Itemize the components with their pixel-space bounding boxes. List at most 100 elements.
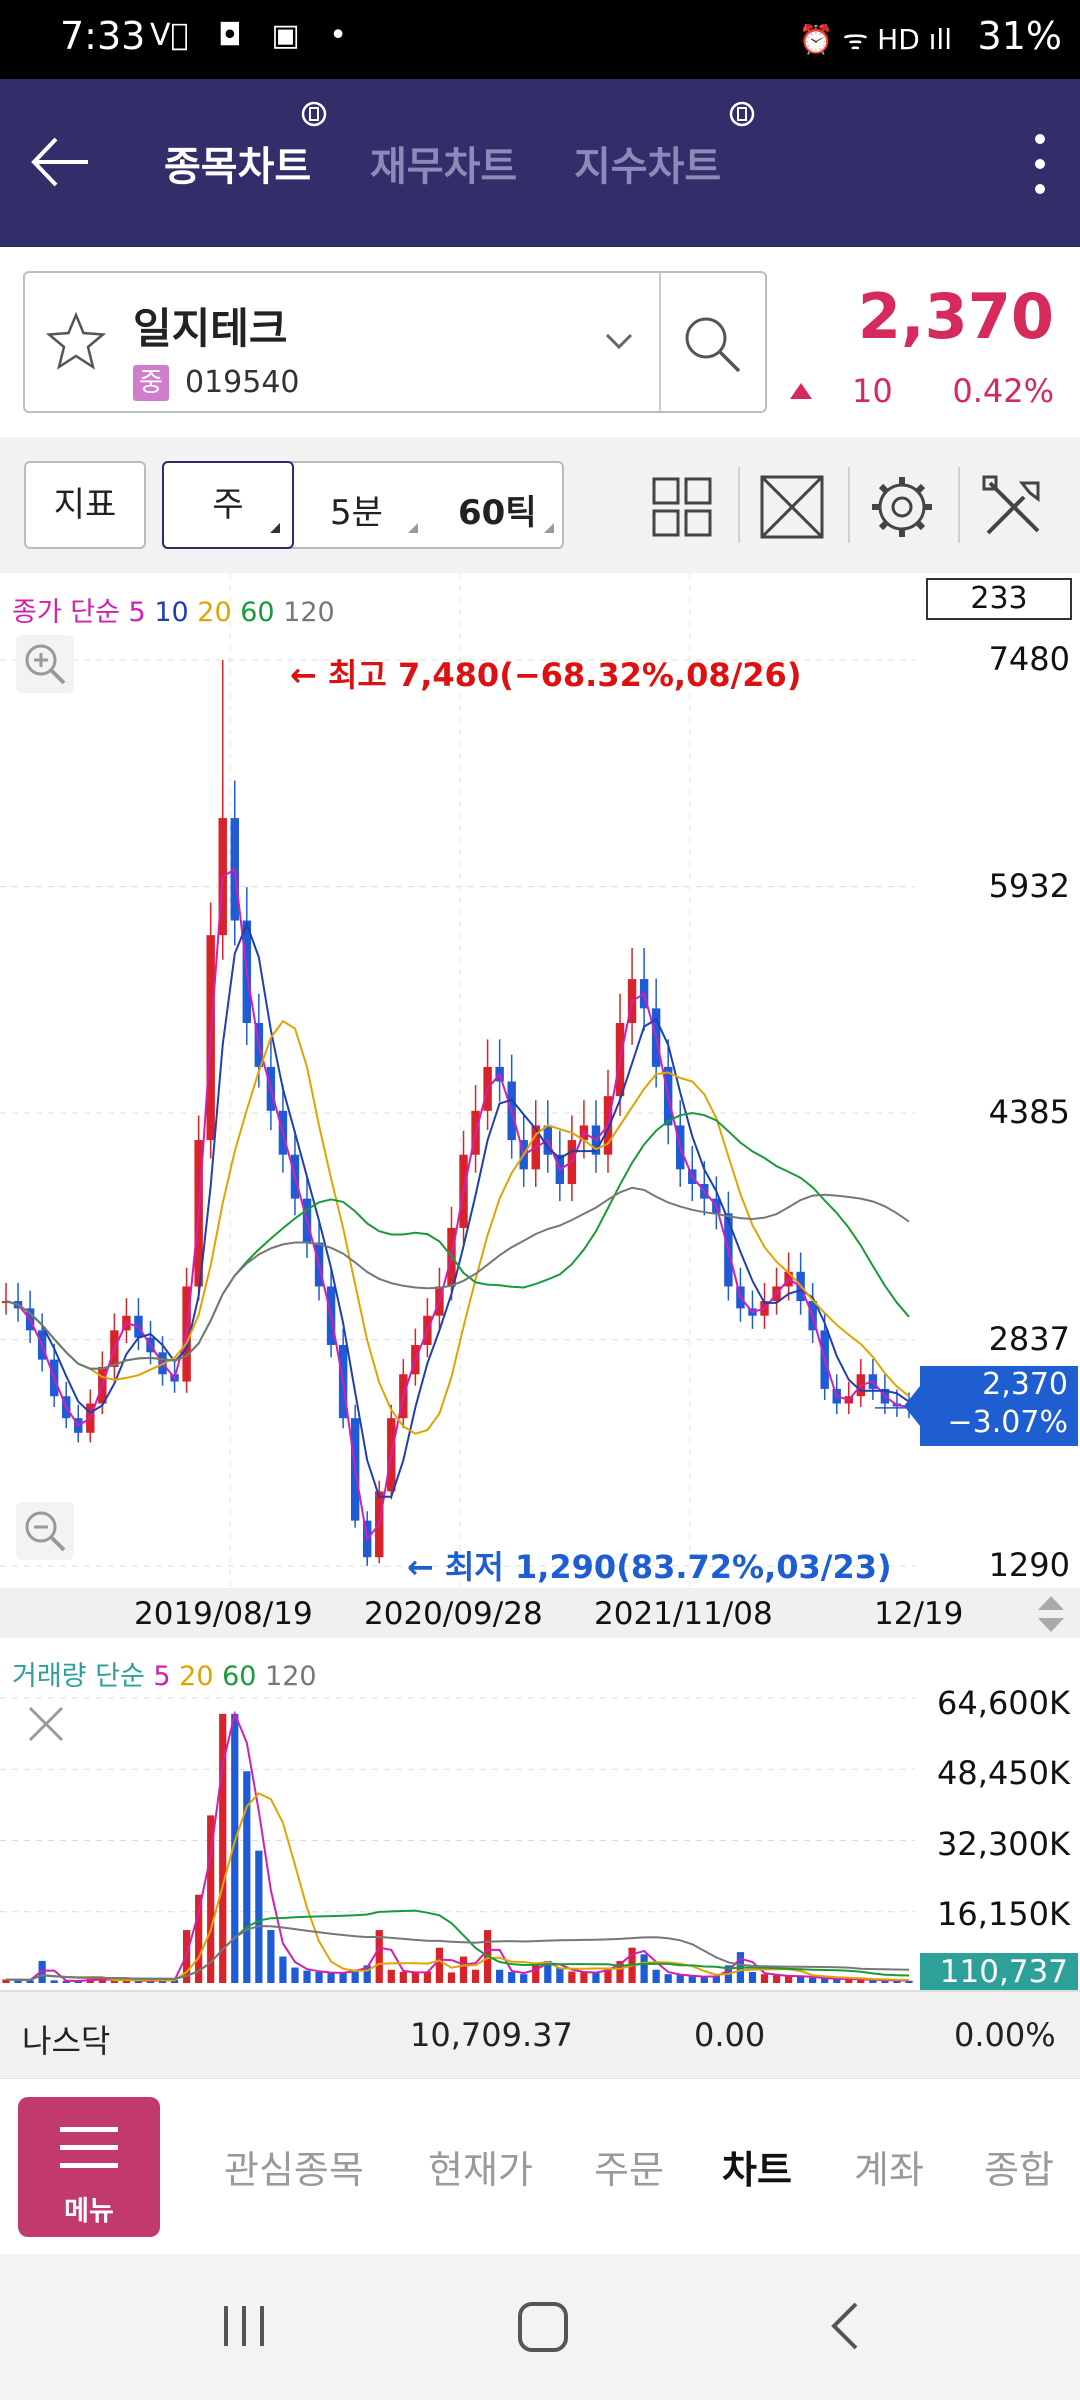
market-index: 10,709.37 — [410, 2016, 573, 2054]
legend-ma20: 20 — [197, 597, 232, 628]
legend-vma120: 120 — [265, 1661, 317, 1692]
up-arrow-icon — [790, 383, 812, 399]
system-nav-bar — [0, 2254, 1080, 2400]
x-tick: 12/19 — [874, 1596, 964, 1632]
recent-apps-icon[interactable] — [216, 2298, 272, 2354]
corner-marker — [270, 523, 280, 533]
legend-vma20: 20 — [179, 1661, 214, 1692]
volume-bar — [14, 1979, 22, 1983]
volume-bar — [580, 1972, 588, 1983]
volume-bar — [435, 1947, 444, 1983]
volume-bar — [219, 1713, 227, 1983]
volume-ma-line — [5, 1792, 910, 1982]
corner-marker — [544, 523, 554, 533]
volume-bar — [2, 1979, 10, 1983]
more-vertical-icon[interactable] — [1028, 129, 1052, 199]
volume-ma-line — [5, 1710, 910, 1983]
indicator-button[interactable]: 지표 — [24, 461, 146, 549]
hamburger-icon — [60, 2127, 118, 2168]
volume-bar — [74, 1981, 82, 1983]
gear-icon[interactable] — [862, 467, 942, 547]
legend-vma60: 60 — [222, 1661, 257, 1692]
high-annotation: ← 최고 7,480(−68.32%,08/26) — [290, 656, 802, 694]
market-change: 0.00 — [694, 2016, 766, 2054]
vol-y-tick: 16,150K — [937, 1895, 1070, 1933]
nav-watchlist[interactable]: 관심종목 — [224, 2148, 364, 2192]
zoom-in-button[interactable] — [16, 635, 74, 693]
status-time: 7:33 — [60, 14, 146, 58]
market-name: 나스닥 — [22, 2022, 111, 2060]
volume-bar — [363, 1965, 371, 1983]
volume-bar — [640, 1954, 648, 1983]
tab-index-chart[interactable]: 지수차트 — [574, 144, 722, 190]
battery-level: 31% — [977, 14, 1062, 58]
x-tick: 2019/08/19 — [134, 1596, 313, 1632]
zoom-in-icon — [25, 644, 66, 685]
search-icon[interactable] — [679, 311, 745, 377]
ma-line-10 — [5, 921, 910, 1498]
volume-bar — [712, 1975, 720, 1983]
resize-handle-icon[interactable] — [1036, 1594, 1066, 1634]
x-axis: 2019/08/19 2020/09/28 2021/11/08 12/19 — [0, 1588, 1080, 1638]
y-tick: 4385 — [988, 1093, 1070, 1131]
period-5min-button[interactable]: 5분 — [330, 493, 383, 533]
corner-marker — [408, 523, 418, 533]
notification-icons: V⃠ ◘ ▣ • — [150, 18, 357, 53]
market-index-bar[interactable]: 나스닥 10,709.37 0.00 0.00% — [0, 1990, 1080, 2078]
ma-line-20 — [5, 1019, 910, 1435]
period-60tick-button[interactable]: 60틱 — [458, 493, 537, 533]
volume-bar — [772, 1975, 781, 1983]
divider — [738, 467, 740, 543]
legend-vma5: 5 — [153, 1661, 171, 1692]
volume-bar — [291, 1967, 299, 1983]
volume-bar — [520, 1974, 528, 1983]
vol-y-tick: 64,600K — [937, 1684, 1070, 1722]
stock-name: 일지테크 — [133, 304, 288, 353]
volume-chart[interactable] — [0, 1638, 1080, 1990]
volume-bar — [857, 1979, 865, 1983]
volume-bar — [833, 1979, 841, 1983]
zoom-out-button[interactable] — [16, 1502, 74, 1560]
volume-bar — [869, 1979, 877, 1983]
volume-badge: 110,737 — [920, 1953, 1078, 1991]
price-chart[interactable] — [0, 573, 1080, 1588]
volume-bar — [881, 1980, 889, 1983]
nav-overview[interactable]: 종합 — [984, 2148, 1054, 2192]
period-week-button[interactable]: 주 — [162, 461, 294, 549]
star-icon[interactable] — [45, 311, 107, 373]
back-icon[interactable] — [820, 2298, 876, 2354]
grid-layout-icon[interactable] — [642, 467, 722, 547]
y-tick: 5932 — [988, 867, 1070, 905]
y-tick: 7480 — [988, 640, 1070, 678]
nav-account[interactable]: 계좌 — [854, 2148, 924, 2192]
low-annotation: ← 최저 1,290(83.72%,03/23) — [407, 1548, 892, 1586]
close-icon[interactable] — [22, 1700, 70, 1748]
tools-icon[interactable] — [974, 467, 1054, 547]
divider — [958, 467, 960, 543]
volume-bar — [568, 1971, 576, 1983]
tab-stock-chart[interactable]: 종목차트 — [164, 144, 312, 190]
tab-finance-chart[interactable]: 재무차트 — [370, 144, 518, 190]
stock-selector[interactable]: 일지테크 중 019540 — [23, 271, 767, 413]
menu-button[interactable]: 메뉴 — [18, 2097, 160, 2237]
chart-area[interactable] — [0, 573, 1080, 1588]
volume-bar — [905, 1980, 913, 1983]
volume-bar — [38, 1960, 46, 1983]
connectivity-icons: ⏰ ᯤ HD ıll — [798, 23, 952, 56]
home-icon[interactable] — [514, 2298, 572, 2356]
volume-bar — [351, 1969, 359, 1983]
volume-bar — [98, 1979, 106, 1983]
volume-bar — [327, 1973, 335, 1983]
nav-current-price[interactable]: 현재가 — [428, 2148, 533, 2192]
fullscreen-icon[interactable] — [752, 467, 832, 547]
volume-bar — [496, 1969, 504, 1983]
volume-bar — [279, 1956, 287, 1983]
volume-legend: 거래량 단순 5 20 60 120 — [12, 1654, 317, 1693]
nav-order[interactable]: 주문 — [594, 2148, 664, 2192]
back-arrow-icon[interactable] — [26, 127, 96, 197]
volume-bar — [700, 1976, 708, 1983]
zoom-out-icon — [25, 1511, 66, 1552]
chevron-down-icon[interactable] — [601, 323, 637, 359]
nav-chart[interactable]: 차트 — [722, 2148, 792, 2192]
volume-bar — [62, 1980, 70, 1983]
